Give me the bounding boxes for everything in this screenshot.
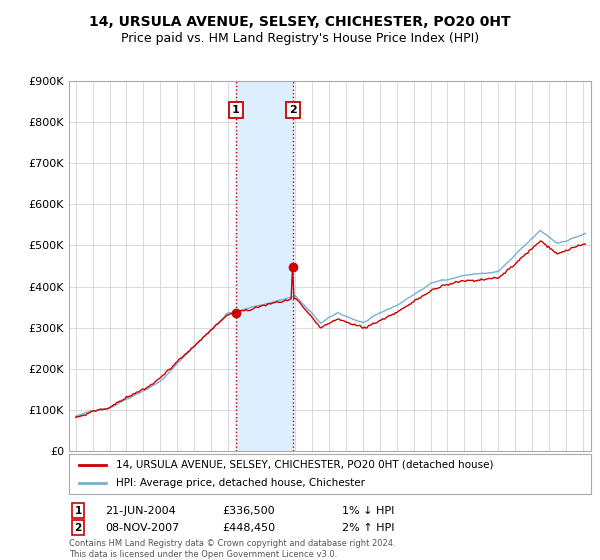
Text: 2: 2 xyxy=(289,105,297,115)
Bar xyxy=(236,81,293,451)
Text: 2% ↑ HPI: 2% ↑ HPI xyxy=(342,522,395,533)
Text: 1% ↓ HPI: 1% ↓ HPI xyxy=(342,506,394,516)
Text: 1: 1 xyxy=(74,506,82,516)
Text: £448,450: £448,450 xyxy=(222,522,275,533)
Text: £336,500: £336,500 xyxy=(222,506,275,516)
Text: 14, URSULA AVENUE, SELSEY, CHICHESTER, PO20 0HT (detached house): 14, URSULA AVENUE, SELSEY, CHICHESTER, P… xyxy=(116,460,493,470)
Text: 2: 2 xyxy=(74,522,82,533)
Text: 14, URSULA AVENUE, SELSEY, CHICHESTER, PO20 0HT: 14, URSULA AVENUE, SELSEY, CHICHESTER, P… xyxy=(89,15,511,29)
Text: Price paid vs. HM Land Registry's House Price Index (HPI): Price paid vs. HM Land Registry's House … xyxy=(121,31,479,45)
Text: 21-JUN-2004: 21-JUN-2004 xyxy=(105,506,176,516)
Text: HPI: Average price, detached house, Chichester: HPI: Average price, detached house, Chic… xyxy=(116,478,365,488)
Text: 1: 1 xyxy=(232,105,239,115)
Text: Contains HM Land Registry data © Crown copyright and database right 2024.
This d: Contains HM Land Registry data © Crown c… xyxy=(69,539,395,559)
Text: 08-NOV-2007: 08-NOV-2007 xyxy=(105,522,179,533)
